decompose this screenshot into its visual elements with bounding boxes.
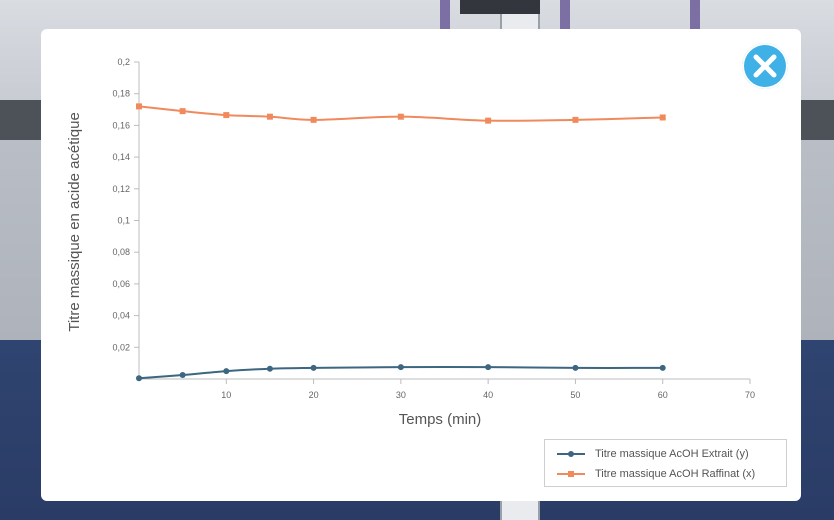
y-tick-label: 0,04 [112, 311, 130, 321]
series-line-raffinat [138, 105, 663, 122]
y-tick-label: 0,16 [112, 120, 130, 130]
legend-label-extrait: Titre massique AcOH Extrait (y) [595, 448, 749, 460]
x-tick-label: 60 [658, 390, 668, 400]
y-tick-label: 0,08 [112, 247, 130, 257]
y-axis-title: Titre massique en acide acétique [66, 112, 83, 332]
y-tick-label: 0,18 [112, 89, 130, 99]
y-tick-label: 0,12 [112, 184, 130, 194]
x-tick-label: 40 [483, 390, 493, 400]
data-point-extrait [397, 364, 404, 371]
data-point-extrait [266, 365, 273, 372]
data-point-raffinat [572, 116, 579, 123]
background-fixture [460, 0, 540, 14]
y-tick-label: 0,1 [117, 216, 130, 226]
data-point-extrait [223, 368, 230, 375]
x-axis-title: Temps (min) [399, 411, 482, 428]
y-tick-label: 0,02 [112, 342, 130, 352]
chart-axes [138, 62, 750, 380]
data-point-raffinat [223, 112, 230, 119]
background-pipe [690, 0, 700, 30]
x-tick-label: 70 [745, 390, 755, 400]
data-point-extrait [485, 364, 492, 371]
data-point-raffinat [179, 108, 186, 115]
legend-label-raffinat: Titre massique AcOH Raffinat (x) [595, 468, 756, 480]
chart-modal [41, 29, 801, 501]
data-point-raffinat [397, 113, 404, 120]
data-point-raffinat [310, 116, 317, 123]
y-tick-label: 0,2 [117, 57, 130, 67]
data-point-raffinat [659, 114, 666, 121]
x-tick-label: 20 [309, 390, 319, 400]
y-tick-label: 0,06 [112, 279, 130, 289]
data-point-raffinat [136, 103, 142, 110]
x-tick-label: 50 [570, 390, 580, 400]
data-point-raffinat [485, 117, 492, 124]
x-tick-label: 30 [396, 390, 406, 400]
close-button[interactable] [742, 43, 788, 89]
y-tick-label: 0,14 [112, 152, 130, 162]
data-point-extrait [136, 375, 142, 382]
legend-item-extrait: Titre massique AcOH Extrait (y) [545, 446, 749, 462]
series-line-extrait [138, 366, 663, 380]
data-point-extrait [659, 364, 666, 371]
close-icon [753, 54, 777, 78]
background-pipe [560, 0, 570, 30]
chart-series [136, 103, 666, 382]
legend-item-raffinat: Titre massique AcOH Raffinat (x) [545, 466, 755, 482]
data-point-extrait [310, 364, 317, 371]
y-ticks: 0,02 0,04 0,06 0,08 0,1 0,12 0,14 0,16 0,18 0,2 [112, 57, 139, 352]
chart-legend: Titre massique AcOH Extrait (y) Titre ma… [544, 439, 787, 487]
legend-swatch-extrait [557, 448, 585, 460]
x-ticks: 10 20 30 40 50 60 70 [221, 379, 755, 400]
legend-swatch-raffinat [557, 468, 585, 480]
background-pipe [440, 0, 450, 30]
data-point-raffinat [266, 113, 273, 120]
data-point-extrait [572, 364, 579, 371]
data-point-extrait [179, 372, 186, 379]
x-tick-label: 10 [221, 390, 231, 400]
